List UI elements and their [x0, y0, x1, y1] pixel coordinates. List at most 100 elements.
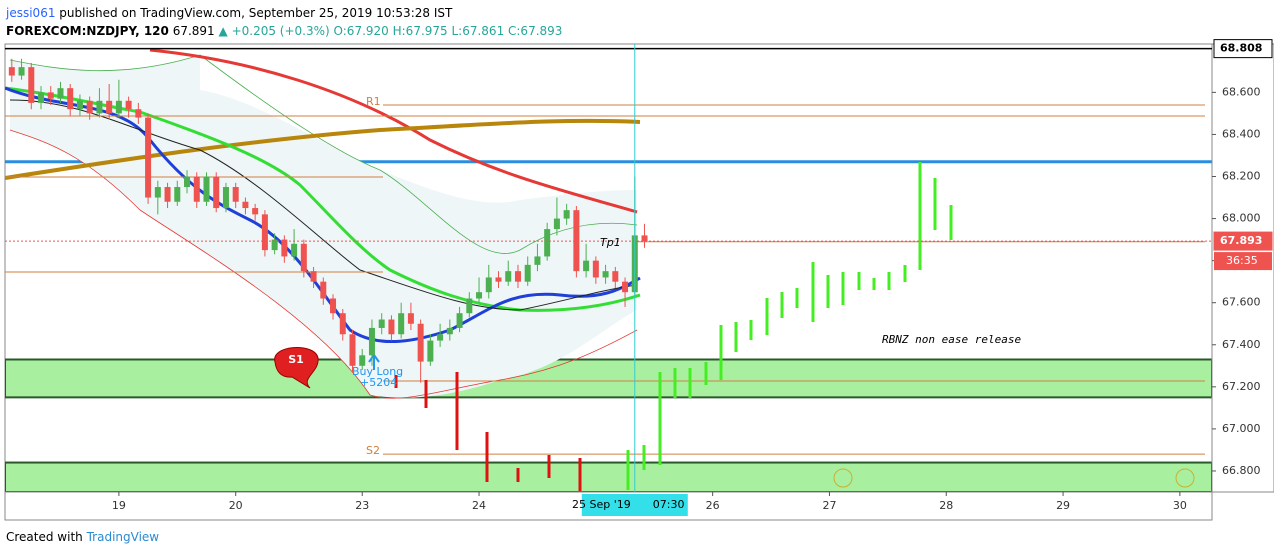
- candle-body: [398, 313, 405, 335]
- symbol: FOREXCOM:NZDJPY, 120: [6, 24, 169, 38]
- cursor-time: 07:30: [653, 498, 685, 511]
- candle-body: [310, 271, 317, 282]
- candle-body: [135, 109, 142, 118]
- published: published on TradingView.com, September …: [59, 6, 453, 20]
- candles: [8, 58, 648, 383]
- candle-body: [427, 340, 434, 362]
- candle-body: [592, 260, 599, 278]
- candle-body: [534, 256, 541, 265]
- footer: Created with TradingView: [6, 530, 159, 544]
- x-tick-label: 29: [1056, 499, 1070, 512]
- candle-body: [252, 208, 259, 215]
- candle-body: [222, 187, 229, 209]
- s1-label: S1: [288, 353, 304, 366]
- cursor-date: 25 Sep '19: [572, 498, 631, 511]
- candle-body: [203, 176, 210, 202]
- candle-body: [456, 313, 463, 328]
- change: ▲ +0.205 (+0.3%): [218, 24, 330, 38]
- candle-body: [622, 281, 629, 293]
- buy-pips: +5204: [360, 376, 397, 389]
- candle-body: [86, 100, 93, 114]
- candle-body: [8, 67, 15, 76]
- candle-body: [232, 187, 239, 202]
- countdown-tag: [1214, 252, 1272, 271]
- pivot-label: R1: [366, 95, 381, 108]
- countdown: 36:35: [1226, 254, 1258, 267]
- y-tick-label: 67.200: [1222, 380, 1261, 393]
- price-tag: [1213, 39, 1273, 59]
- candle-body: [359, 355, 366, 366]
- zone: [5, 358, 1212, 399]
- candle-body: [28, 67, 35, 103]
- candle-body: [106, 100, 113, 114]
- candle-body: [563, 210, 570, 219]
- candle-body: [514, 271, 521, 282]
- candle-body: [505, 271, 512, 282]
- candle-body: [388, 319, 395, 335]
- candle-body: [476, 292, 483, 299]
- x-tick-label: 27: [822, 499, 836, 512]
- buy-label: Buy Long: [352, 365, 403, 378]
- candle-body: [96, 100, 103, 114]
- candle-body: [261, 214, 268, 251]
- zone: [5, 461, 1212, 492]
- x-tick-label: 20: [229, 499, 243, 512]
- candle-body: [524, 264, 531, 282]
- price-label: 68.808: [1220, 42, 1262, 55]
- candle-body: [115, 100, 122, 114]
- candle-body: [242, 201, 249, 209]
- candle-body: [485, 277, 492, 293]
- ohlc: O:67.920 H:67.975 L:67.861 C:67.893: [333, 24, 563, 38]
- candle-body: [583, 260, 590, 272]
- x-tick-label: 24: [472, 499, 486, 512]
- y-tick-label: 68.600: [1222, 85, 1261, 98]
- candle-body: [184, 176, 191, 188]
- tp-label: Tp1: [600, 236, 621, 249]
- y-tick-label: 67.400: [1222, 338, 1261, 351]
- candle-body: [495, 277, 502, 282]
- candle-body: [281, 239, 288, 257]
- y-tick-label: 68.000: [1222, 212, 1261, 225]
- x-tick-label: 28: [939, 499, 953, 512]
- candle-body: [417, 323, 424, 362]
- candle-body: [174, 187, 181, 202]
- x-tick-label: 30: [1173, 499, 1187, 512]
- candle-body: [320, 281, 327, 299]
- candle-body: [125, 100, 132, 110]
- candle-body: [18, 67, 25, 76]
- candle-body: [154, 187, 161, 198]
- candle-body: [330, 298, 337, 314]
- last: 67.891: [172, 24, 215, 38]
- candle-body: [437, 334, 444, 341]
- y-tick-label: 68.200: [1222, 170, 1261, 183]
- x-tick-label: 26: [706, 499, 720, 512]
- cursor-tag: [581, 494, 688, 516]
- user[interactable]: jessi061: [6, 6, 56, 20]
- price-tag: [1213, 231, 1273, 251]
- x-tick-label: 23: [355, 499, 369, 512]
- candle-body: [38, 92, 45, 103]
- indicators: [5, 48, 1205, 492]
- candle-body: [641, 235, 648, 242]
- candle-body: [544, 229, 551, 257]
- y-tick-label: 67.000: [1222, 422, 1261, 435]
- news-label: RBNZ non ease release: [882, 333, 1021, 346]
- pivot-label: S2: [366, 444, 380, 457]
- candle-body: [213, 176, 220, 209]
- candle-body: [407, 313, 414, 324]
- candle-body: [446, 327, 453, 335]
- candle-body: [553, 218, 560, 230]
- candle-body: [57, 88, 64, 99]
- candle-body: [164, 187, 171, 202]
- y-tick-label: 66.800: [1222, 464, 1261, 477]
- brand[interactable]: TradingView: [86, 530, 160, 544]
- candle-body: [271, 239, 278, 251]
- candle-body: [368, 327, 375, 356]
- candle-body: [291, 243, 298, 257]
- y-tick-label: 68.400: [1222, 127, 1261, 140]
- candle-body: [145, 117, 152, 198]
- created: Created with: [6, 530, 83, 544]
- candle-body: [193, 176, 200, 202]
